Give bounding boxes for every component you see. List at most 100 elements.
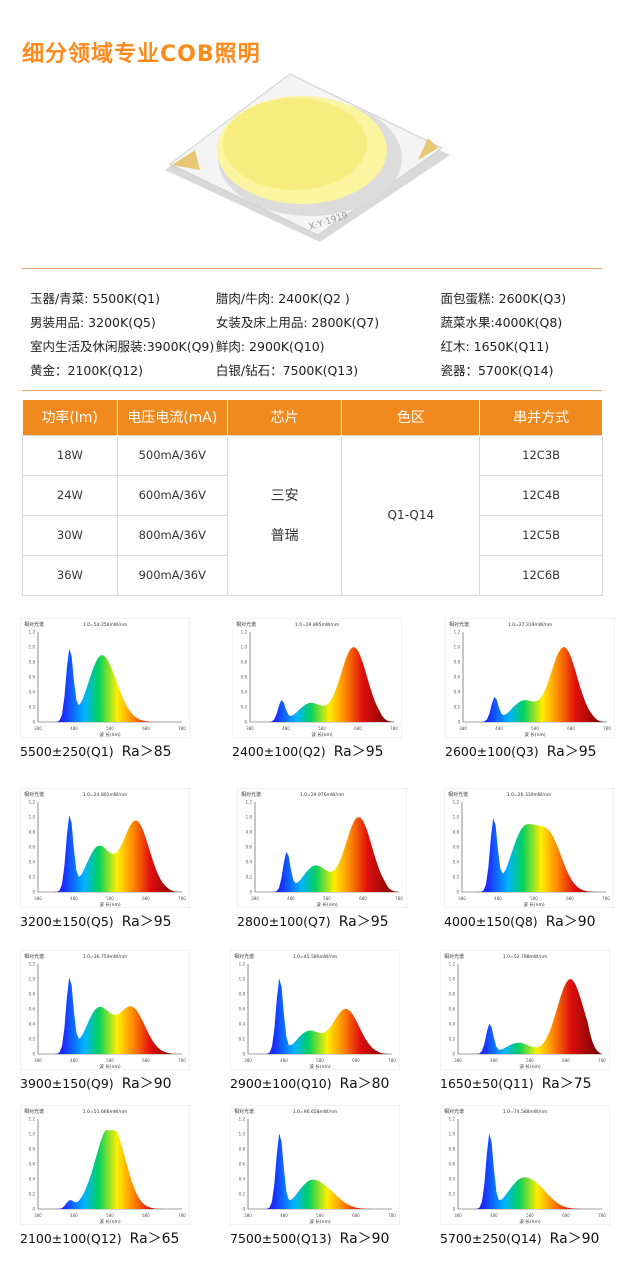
spectrum-title: 相对光谱 <box>234 1108 254 1115</box>
x-tick-label: 780 <box>390 726 398 731</box>
spectrum-header: 1.0=27.319mW/nm <box>508 622 552 628</box>
spectrum-header: 1.0=36.759mW/nm <box>83 954 127 960</box>
spectrum-cct: 5700±250(Q14) <box>440 1231 542 1246</box>
y-tick-label: 0.2 <box>241 705 248 710</box>
x-tick-label: 780 <box>598 1058 606 1063</box>
x-tick-label: 580 <box>526 1213 534 1218</box>
x-tick-label: 780 <box>178 1058 186 1063</box>
y-tick-label: 0 <box>32 890 35 895</box>
spectrum-panel: 相对光谱 1.0=36.759mW/nm 380 480 580 680 780 0 0.2… <box>20 950 195 1093</box>
spectrum-chart: 相对光谱 1.0=51.666mW/nm 380 480 580 680 780 0 0.2… <box>20 1105 190 1225</box>
header-current: 电压电流(mA) <box>117 400 228 435</box>
y-tick-label: 0.8 <box>454 660 461 665</box>
x-tick-label: 780 <box>388 1213 396 1218</box>
y-tick-label: 1.2 <box>454 630 461 635</box>
app-item: 腊肉/牛肉: 2400K(Q2 ) <box>215 290 350 306</box>
spectrum-curve <box>38 977 182 1054</box>
y-tick-label: 0.4 <box>454 690 461 695</box>
color-zone-cell: Q1-Q14 <box>341 434 481 596</box>
spectrum-caption: 3200±150(Q5) Ra＞95 <box>20 911 195 931</box>
config-cell: 12C5B <box>479 514 603 556</box>
y-tick-label: 1.0 <box>29 977 36 982</box>
spectrum-cct: 2900±100(Q10) <box>230 1076 332 1091</box>
x-tick-label: 580 <box>323 896 331 901</box>
spectrum-chart: 相对光谱 1.0=29.895mW/nm 380 480 580 680 780 0 0.2… <box>232 618 402 738</box>
spectrum-ra: Ra＞80 <box>339 1076 390 1092</box>
x-tick-label: 780 <box>388 1058 396 1063</box>
spectrum-curve <box>38 1130 182 1209</box>
spectrum-panel: 相对光谱 1.0=54.256mW/nm 380 480 580 680 780 0 0.2… <box>20 618 195 761</box>
spectrum-ra: Ra＞95 <box>546 744 597 760</box>
y-tick-label: 1.2 <box>29 1117 36 1122</box>
spectrum-caption: 2400±100(Q2) Ra＞95 <box>232 741 407 761</box>
spectrum-title: 相对光谱 <box>24 791 44 798</box>
y-tick-label: 0.8 <box>449 1147 456 1152</box>
y-tick-label: 0.2 <box>246 875 253 880</box>
spectrum-chart: 相对光谱 1.0=27.319mW/nm 380 480 580 680 780 0 0.2… <box>445 618 615 738</box>
y-tick-label: 0 <box>456 890 459 895</box>
y-tick-label: 1.2 <box>241 630 248 635</box>
x-tick-label: 380 <box>244 1058 252 1063</box>
header-power: 功率(lm) <box>22 400 118 435</box>
y-tick-label: 0.2 <box>29 875 36 880</box>
spectrum-cct: 3900±150(Q9) <box>20 1076 114 1091</box>
table-row: 36W 900mA/36V 12C6B <box>22 554 603 596</box>
y-tick-label: 0.4 <box>29 1177 36 1182</box>
divider <box>22 390 602 391</box>
y-tick-label: 0.6 <box>449 1162 456 1167</box>
spectrum-chart: 相对光谱 1.0=36.759mW/nm 380 480 580 680 780 0 0.2… <box>20 950 190 1070</box>
current-cell: 600mA/36V <box>116 474 228 516</box>
spectrum-header: 1.0=52.798mW/nm <box>503 954 547 960</box>
spectrum-header: 1.0=96.658mW/nm <box>293 1109 337 1115</box>
spectrum-title: 相对光谱 <box>444 953 464 960</box>
x-tick-label: 380 <box>34 1213 42 1218</box>
x-tick-label: 480 <box>287 896 295 901</box>
x-tick-label: 780 <box>602 896 610 901</box>
y-tick-label: 0.2 <box>29 1037 36 1042</box>
spectrum-title: 相对光谱 <box>448 791 468 798</box>
x-tick-label: 680 <box>562 1058 570 1063</box>
x-tick-label: 480 <box>490 1058 498 1063</box>
y-tick-label: 0.8 <box>29 830 36 835</box>
y-tick-label: 0.6 <box>29 845 36 850</box>
y-tick-label: 0 <box>32 720 35 725</box>
spectrum-caption: 4000±150(Q8) Ra＞90 <box>444 911 619 931</box>
spectrum-caption: 2600±100(Q3) Ra＞95 <box>445 741 620 761</box>
x-tick-label: 480 <box>70 726 78 731</box>
spectrum-cct: 2100±100(Q12) <box>20 1231 122 1246</box>
y-tick-label: 0.6 <box>29 675 36 680</box>
spectrum-cct: 7500±500(Q13) <box>230 1231 332 1246</box>
x-tick-label: 380 <box>34 896 42 901</box>
spectrum-header: 1.0=29.895mW/nm <box>295 622 339 628</box>
spectrum-panel: 相对光谱 1.0=29.895mW/nm 380 480 580 680 780 0 0.2… <box>232 618 407 761</box>
spectrum-caption: 2100±100(Q12) Ra＞65 <box>20 1228 195 1248</box>
spectrum-title: 相对光谱 <box>241 791 261 798</box>
spectrum-xlabel: 波 长(nm) <box>519 1218 540 1225</box>
x-tick-label: 480 <box>495 726 503 731</box>
y-tick-label: 0.8 <box>246 830 253 835</box>
x-tick-label: 680 <box>354 726 362 731</box>
spectrum-ra: Ra＞90 <box>339 1231 390 1247</box>
spectrum-panel: 相对光谱 1.0=26.330mW/nm 380 480 580 680 780 0 0.2… <box>444 788 619 931</box>
power-cell: 30W <box>22 514 118 556</box>
spectrum-title: 相对光谱 <box>444 1108 464 1115</box>
current-cell: 800mA/36V <box>116 514 228 556</box>
y-tick-label: 1.0 <box>239 1132 246 1137</box>
y-tick-label: 1.0 <box>239 977 246 982</box>
x-tick-label: 580 <box>526 1058 534 1063</box>
spectrum-cct: 2400±100(Q2) <box>232 744 326 759</box>
y-tick-label: 0.8 <box>453 830 460 835</box>
x-tick-label: 480 <box>494 896 502 901</box>
page-title: 细分领域专业COB照明 <box>22 42 261 67</box>
y-tick-label: 1.2 <box>29 630 36 635</box>
spectrum-panel: 相对光谱 1.0=74.588mW/nm 380 480 580 680 780 0 0.2… <box>440 1105 615 1248</box>
spectrum-header: 1.0=26.330mW/nm <box>507 792 551 798</box>
spectrum-header: 1.0=24.801mW/nm <box>83 792 127 798</box>
spectrum-xlabel: 波 长(nm) <box>316 901 337 908</box>
spectrum-xlabel: 波 长(nm) <box>524 731 545 738</box>
y-tick-label: 0.8 <box>239 1147 246 1152</box>
y-tick-label: 0.8 <box>241 660 248 665</box>
y-tick-label: 0.4 <box>29 860 36 865</box>
spectrum-caption: 1650±50(Q11) Ra＞75 <box>440 1073 615 1093</box>
x-tick-label: 380 <box>454 1058 462 1063</box>
